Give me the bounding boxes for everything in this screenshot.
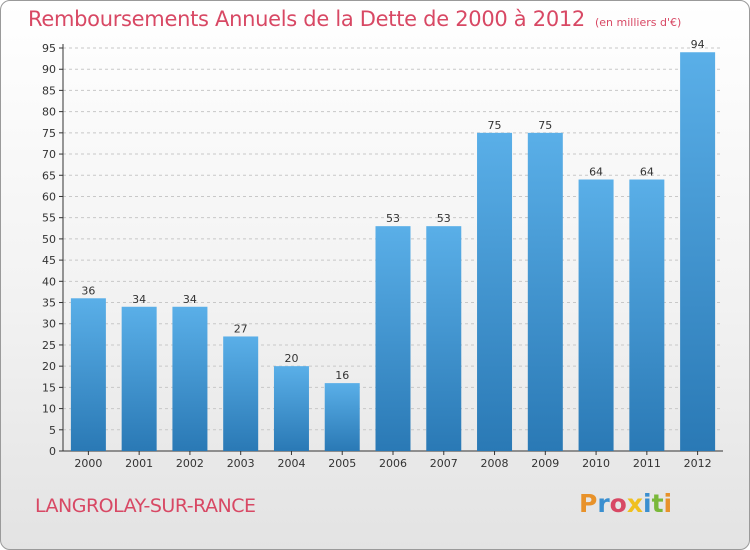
- y-tick-label: 15: [42, 381, 56, 394]
- bar-2007: [426, 226, 462, 451]
- y-tick-label: 0: [49, 445, 56, 458]
- y-tick-label: 10: [42, 403, 56, 416]
- x-tick-label-2007: 2007: [430, 457, 458, 470]
- chart-title-text: Remboursements Annuels de la Dette de 20…: [28, 7, 585, 31]
- x-tick-label-2005: 2005: [328, 457, 356, 470]
- logo-letter: o: [609, 489, 627, 518]
- x-tick-label-2002: 2002: [176, 457, 204, 470]
- y-tick-label: 80: [42, 106, 56, 119]
- bar-2000: [70, 298, 106, 451]
- y-tick-label: 85: [42, 84, 56, 97]
- proxiti-logo: Proxiti: [579, 489, 672, 518]
- y-tick-label: 60: [42, 190, 56, 203]
- x-tick-label-2009: 2009: [531, 457, 559, 470]
- value-label-2007: 53: [437, 212, 451, 225]
- logo-letter: P: [579, 489, 598, 518]
- x-tick-label-2004: 2004: [277, 457, 305, 470]
- bar-2009: [527, 132, 563, 451]
- value-label-2002: 34: [183, 293, 197, 306]
- y-tick-label: 50: [42, 233, 56, 246]
- y-tick-label: 40: [42, 275, 56, 288]
- bar-2006: [375, 226, 411, 451]
- logo-letter: i: [643, 489, 652, 518]
- x-tick-label-2000: 2000: [74, 457, 102, 470]
- value-label-2004: 20: [284, 352, 298, 365]
- y-tick-label: 65: [42, 169, 56, 182]
- value-label-2011: 64: [640, 166, 654, 179]
- bar-2011: [629, 179, 665, 452]
- commune-name: LANGROLAY-SUR-RANCE: [35, 495, 256, 517]
- value-label-2010: 64: [589, 166, 603, 179]
- bar-2010: [578, 179, 614, 452]
- y-tick-label: 45: [42, 254, 56, 267]
- chart-title: Remboursements Annuels de la Dette de 20…: [28, 7, 681, 31]
- bar-2004: [273, 366, 309, 451]
- bar-2002: [172, 306, 208, 451]
- y-tick-label: 70: [42, 148, 56, 161]
- y-tick-label: 35: [42, 297, 56, 310]
- value-label-2001: 34: [132, 293, 146, 306]
- x-tick-label-2012: 2012: [684, 457, 712, 470]
- x-tick-label-2010: 2010: [582, 457, 610, 470]
- value-label-2012: 94: [691, 38, 705, 51]
- value-label-2005: 16: [335, 369, 349, 382]
- value-label-2000: 36: [81, 284, 95, 297]
- value-label-2003: 27: [234, 322, 248, 335]
- value-label-2009: 75: [538, 119, 552, 132]
- bar-2008: [477, 132, 513, 451]
- chart-unit: (en milliers d'€): [595, 16, 682, 29]
- bar-2005: [324, 383, 360, 451]
- y-tick-label: 5: [49, 424, 56, 437]
- y-tick-label: 95: [42, 42, 56, 55]
- x-tick-label-2008: 2008: [481, 457, 509, 470]
- y-tick-label: 75: [42, 127, 56, 140]
- y-tick-label: 30: [42, 318, 56, 331]
- x-tick-label-2001: 2001: [125, 457, 153, 470]
- y-tick-label: 25: [42, 339, 56, 352]
- bar-2001: [121, 306, 157, 451]
- value-label-2006: 53: [386, 212, 400, 225]
- x-tick-label-2006: 2006: [379, 457, 407, 470]
- y-tick-label: 20: [42, 360, 56, 373]
- logo-letter: i: [663, 489, 673, 518]
- value-label-2008: 75: [488, 119, 502, 132]
- x-tick-label-2003: 2003: [227, 457, 255, 470]
- x-tick-label-2011: 2011: [633, 457, 661, 470]
- bar-2012: [680, 52, 716, 452]
- logo-letter: x: [626, 489, 643, 518]
- logo-letter: r: [597, 489, 610, 518]
- y-tick-label: 90: [42, 63, 56, 76]
- bar-2003: [223, 336, 259, 451]
- y-tick-label: 55: [42, 212, 56, 225]
- logo-letter: t: [651, 489, 664, 518]
